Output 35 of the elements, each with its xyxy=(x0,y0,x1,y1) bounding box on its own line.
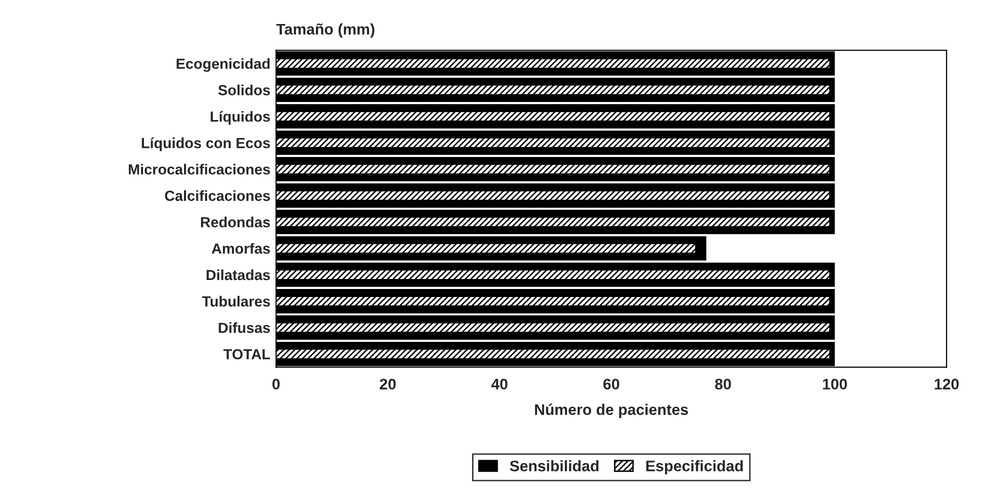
y-tick-label: Amorfas xyxy=(212,243,270,254)
bar xyxy=(276,296,830,306)
x-tick-label: 0 xyxy=(272,378,280,390)
bar xyxy=(276,164,830,174)
bar xyxy=(276,191,830,200)
chart-title: Tamaño (mm) xyxy=(276,23,374,38)
bar xyxy=(276,59,830,68)
bar xyxy=(276,350,830,358)
y-tick-label: Líquidos con Ecos xyxy=(142,137,270,152)
x-tick-label: 80 xyxy=(715,378,731,390)
bar xyxy=(276,244,696,253)
bar xyxy=(276,138,830,147)
y-tick-label: Líquidos xyxy=(210,110,270,125)
y-tick-label: Ecogenicidad xyxy=(176,58,270,72)
y-tick-label: Microcalcificaciones xyxy=(128,164,270,175)
x-tick-label: 100 xyxy=(823,378,847,390)
x-axis-title: Número de pacientes xyxy=(535,404,688,418)
x-tick-label: 60 xyxy=(603,378,620,390)
x-tick-label: 20 xyxy=(380,378,396,390)
y-tick-label: Tubulares xyxy=(202,296,270,307)
y-tick-label: Difusas xyxy=(218,322,270,334)
bar xyxy=(276,323,830,332)
bar xyxy=(276,112,830,121)
y-tick-label: Dilatadas xyxy=(206,269,270,280)
x-tick-label: 120 xyxy=(934,378,959,390)
bar xyxy=(276,270,830,279)
y-tick-label: Redondas xyxy=(201,216,270,228)
x-tick-label: 40 xyxy=(491,378,508,390)
legend-label: Sensibilidad xyxy=(510,460,598,472)
legend-label: Especificidad xyxy=(646,460,743,474)
y-tick-label: TOTAL xyxy=(223,349,270,360)
bar xyxy=(276,218,830,226)
y-tick-label: Solidos xyxy=(218,84,270,96)
bar xyxy=(276,86,830,94)
y-tick-label: Calcificaciones xyxy=(164,190,270,201)
